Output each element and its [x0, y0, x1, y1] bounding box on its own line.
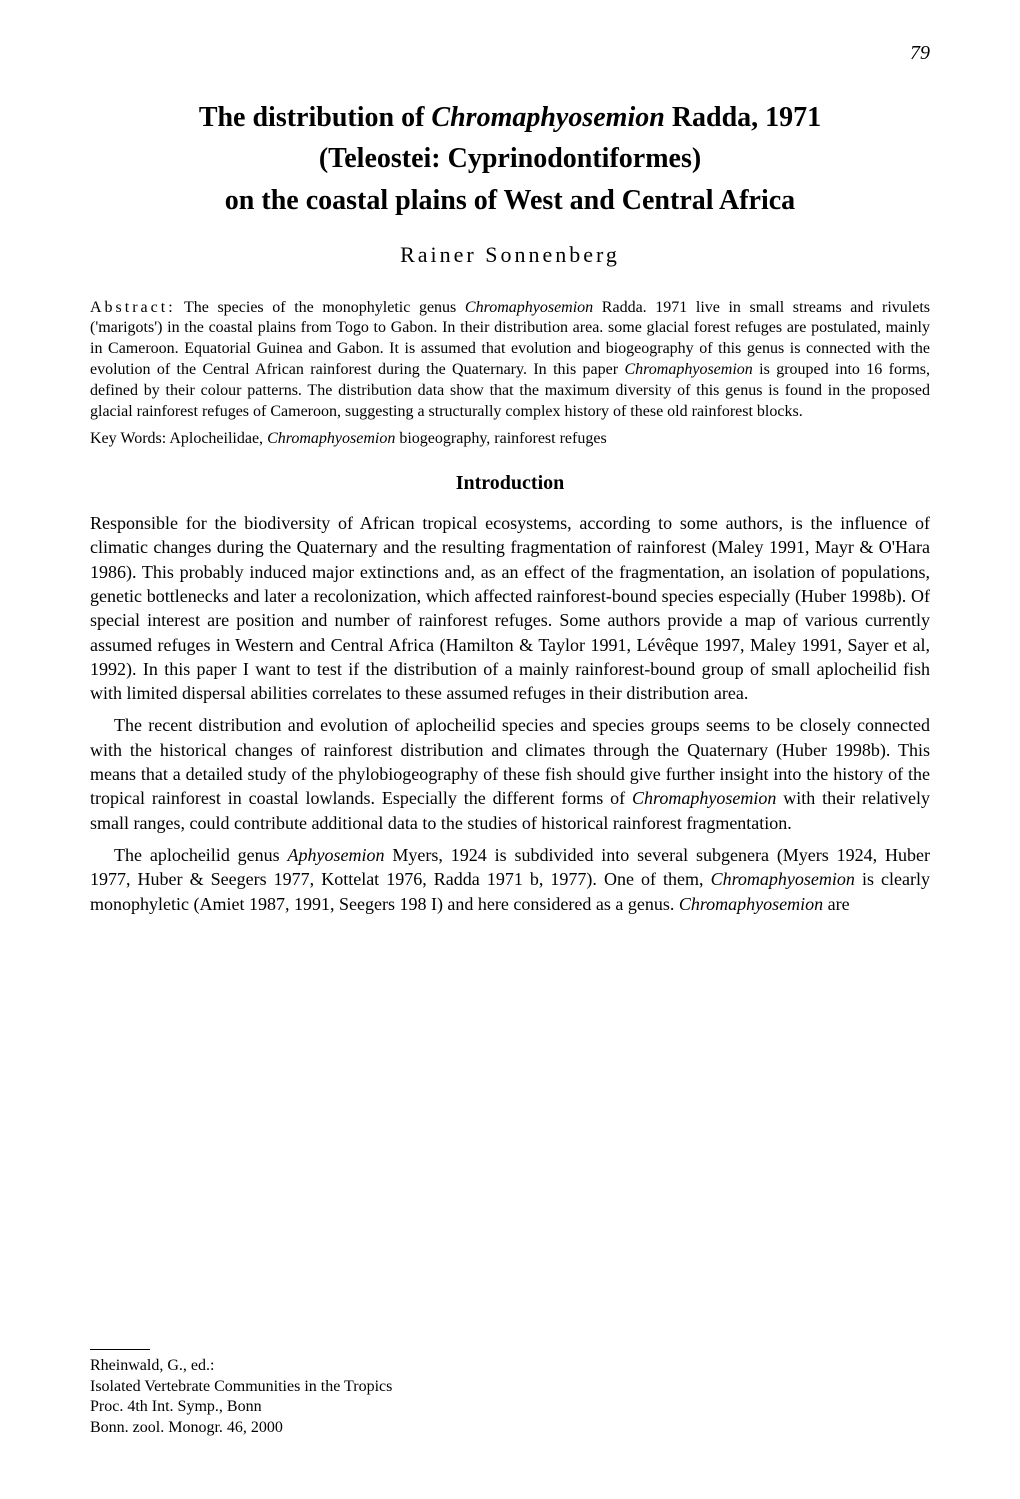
para2-italic: Chromaphyosemion	[632, 788, 776, 808]
footer-line-2: Isolated Vertebrate Communities in the T…	[90, 1377, 392, 1398]
keywords-line: Key Words: Aplocheilidae, Chromaphyosemi…	[90, 428, 930, 450]
paper-title-line3: on the coastal plains of West and Centra…	[90, 182, 930, 220]
footer-line-3: Proc. 4th Int. Symp., Bonn	[90, 1397, 392, 1418]
abstract-italic-2: Chromaphyosemion	[624, 361, 752, 378]
paragraph-2: The recent distribution and evolution of…	[90, 713, 930, 834]
para3-italic-3: Chromaphyosemion	[679, 894, 823, 914]
keywords-text-1: Aplocheilidae,	[169, 430, 267, 447]
author-name: Rainer Sonnenberg	[90, 240, 930, 270]
keywords-label: Key Words:	[90, 430, 169, 447]
para3-text-a: The aplocheilid genus	[114, 845, 288, 865]
abstract-label: Abstract:	[90, 299, 176, 316]
footer-block: Rheinwald, G., ed.: Isolated Vertebrate …	[90, 1349, 392, 1439]
paper-title-line2: (Teleostei: Cyprinodontiformes)	[90, 140, 930, 178]
paragraph-3: The aplocheilid genus Aphyosemion Myers,…	[90, 843, 930, 916]
footer-line-4: Bonn. zool. Monogr. 46, 2000	[90, 1418, 392, 1439]
keywords-text-2: biogeography, rainforest refuges	[395, 430, 606, 447]
keywords-italic: Chromaphyosemion	[267, 430, 395, 447]
title-text-1b: Radda, 1971	[665, 102, 821, 133]
section-heading-introduction: Introduction	[90, 470, 930, 497]
para3-italic-1: Aphyosemion	[288, 845, 385, 865]
para3-italic-2: Chromaphyosemion	[711, 869, 855, 889]
paragraph-1: Responsible for the biodiversity of Afri…	[90, 511, 930, 705]
title-text-1: The distribution of	[199, 102, 432, 133]
abstract-text-1: The species of the monophyletic genus	[176, 299, 465, 316]
para3-text-d: are	[823, 894, 849, 914]
abstract-block: Abstract: The species of the monophyleti…	[90, 298, 930, 423]
title-italic-1: Chromaphyosemion	[431, 102, 664, 133]
paper-title-line1: The distribution of Chromaphyosemion Rad…	[90, 100, 930, 136]
footer-line-1: Rheinwald, G., ed.:	[90, 1356, 392, 1377]
abstract-italic-1: Chromaphyosemion	[465, 299, 593, 316]
page-number: 79	[910, 40, 930, 67]
footer-rule	[90, 1349, 150, 1350]
